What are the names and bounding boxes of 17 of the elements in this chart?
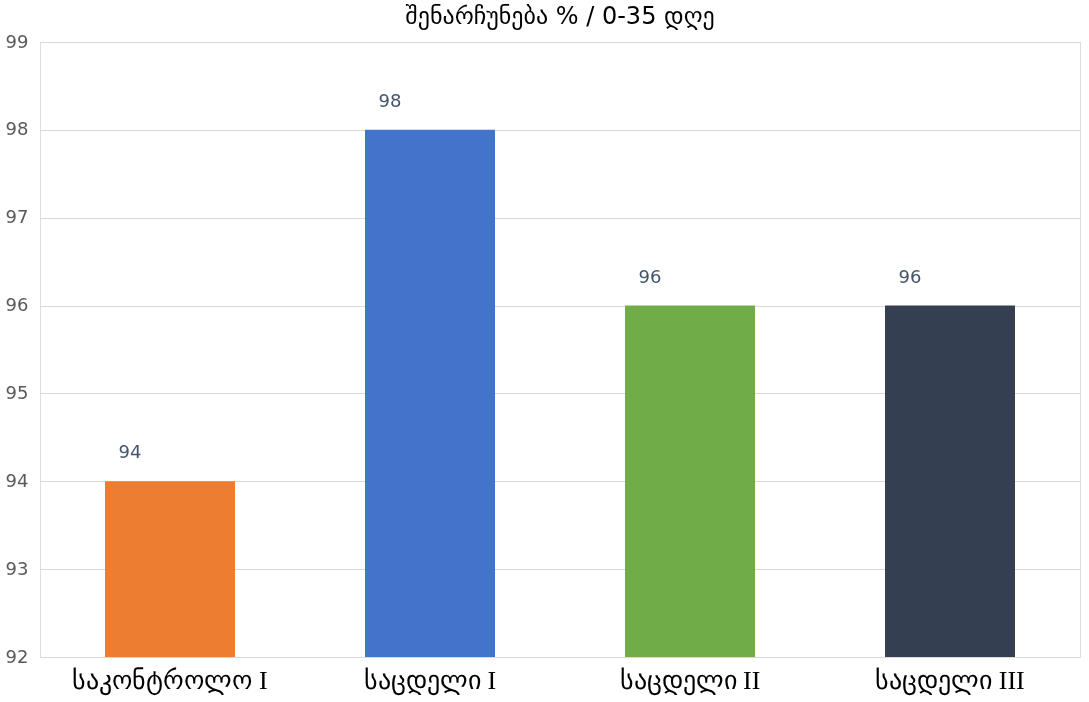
data-label: 98 (378, 89, 402, 111)
y-tick-label: 97 (5, 206, 29, 228)
y-tick-label: 95 (5, 381, 29, 403)
data-label: 96 (898, 265, 922, 287)
data-label: 94 (118, 441, 142, 463)
chart-title: შენარჩუნება % / 0-35 დღე (405, 2, 715, 30)
x-tick-label: საცდელი II (619, 665, 761, 696)
x-tick-label: საცდელი I (363, 665, 497, 696)
data-label: 96 (638, 265, 662, 287)
y-tick-label: 92 (5, 645, 29, 667)
y-tick-label: 98 (5, 118, 29, 140)
y-tick-label: 96 (5, 294, 29, 316)
y-tick-label: 99 (5, 30, 29, 52)
y-tick-label: 93 (5, 557, 29, 579)
y-tick-label: 94 (5, 469, 29, 491)
x-tick-label: საკონტროლო I (72, 665, 268, 696)
x-tick-label: საცდელი III (875, 665, 1025, 696)
